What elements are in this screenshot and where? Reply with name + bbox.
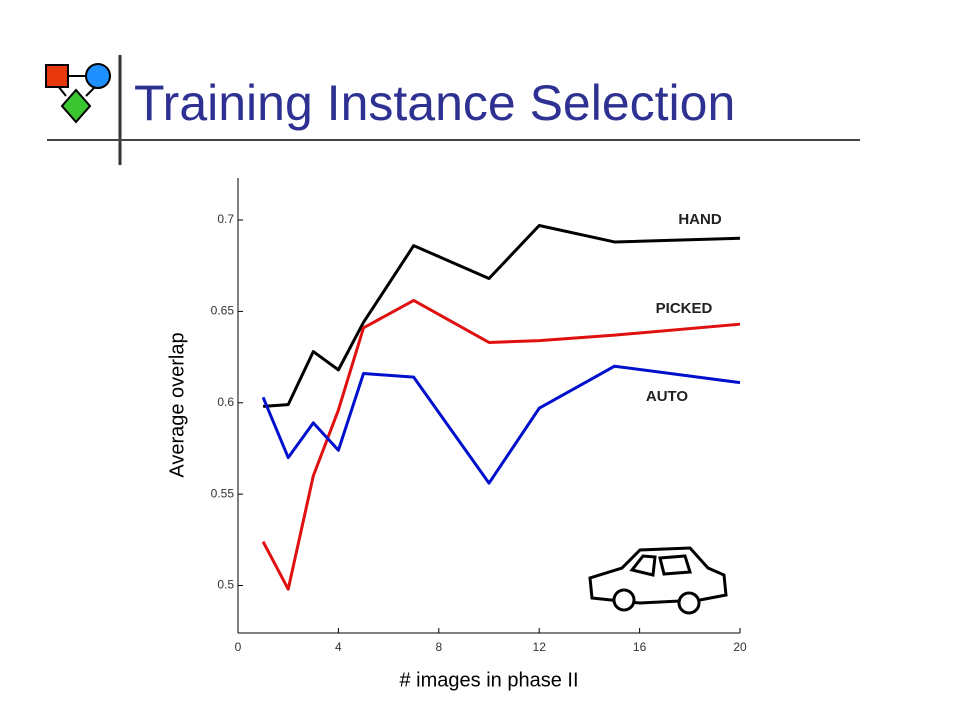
x-axis-label: # images in phase II [400,669,579,691]
car-drawing [585,535,745,620]
x-tick-label: 8 [435,640,442,654]
slide-title: Training Instance Selection [134,75,735,131]
x-tick-label: 16 [633,640,647,654]
y-tick-label: 0.5 [217,578,234,592]
y-tick-label: 0.65 [211,304,235,318]
series-line [261,298,741,591]
y-axis-label: Average overlap [166,332,188,477]
x-tick-label: 12 [533,640,547,654]
series-label: AUTO [646,388,689,405]
series-label: HAND [678,211,721,228]
y-tick-label: 0.7 [217,212,234,226]
x-tick-label: 0 [235,640,242,654]
series-label: PICKED [656,300,713,317]
x-tick-label: 4 [335,640,342,654]
series-line [261,364,741,485]
series-line [262,224,741,408]
x-tick-label: 20 [733,640,747,654]
y-tick-label: 0.6 [217,395,234,409]
logo [45,55,860,165]
y-tick-label: 0.55 [211,486,235,500]
